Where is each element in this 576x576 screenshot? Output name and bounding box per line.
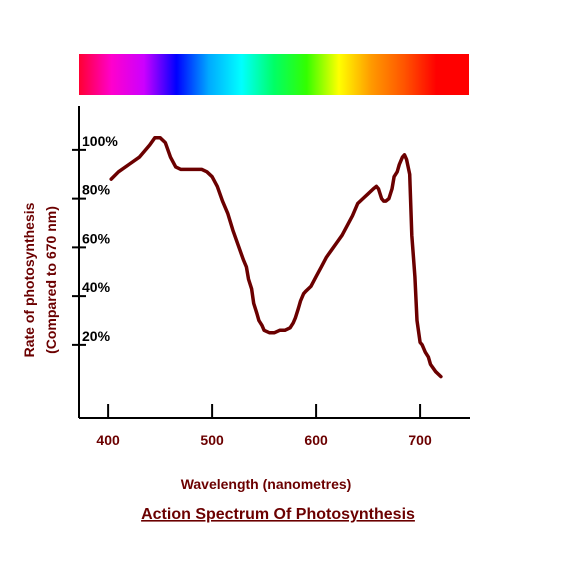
y-axis-subtitle: (Compared to 670 nm) [43,206,59,354]
y-tick-label: 60% [82,230,111,246]
x-tick-label: 500 [200,432,224,448]
x-tick-label: 700 [408,432,432,448]
x-tick-label: 400 [96,432,120,448]
y-tick-label: 20% [82,328,111,344]
y-tick-label: 80% [82,182,111,198]
x-tick-label: 600 [304,432,328,448]
series-line [109,135,443,379]
y-tick-label: 100% [82,133,118,149]
y-axis-title: Rate of photosynthesis [21,202,37,357]
chart-title: Action Spectrum Of Photosynthesis [141,506,415,523]
x-axis-title: Wavelength (nanometres) [181,476,352,492]
spectrum-bar [79,54,469,95]
y-tick-label: 40% [82,279,111,295]
